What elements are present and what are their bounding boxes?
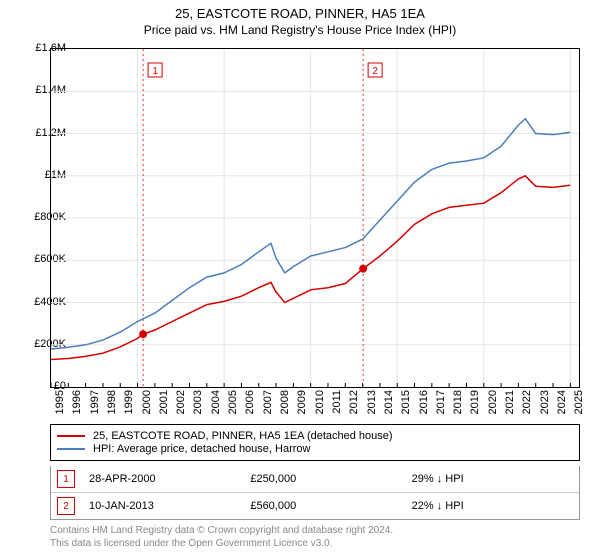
- legend-item-property: 25, EASTCOTE ROAD, PINNER, HA5 1EA (deta…: [57, 430, 573, 442]
- page-subtitle: Price paid vs. HM Land Registry's House …: [0, 23, 600, 37]
- x-axis-tick: 2023: [539, 390, 551, 414]
- x-axis-tick: 1995: [54, 390, 66, 414]
- table-row: 1 28-APR-2000 £250,000 29% ↓ HPI: [51, 466, 579, 492]
- chart-svg: 12: [51, 49, 579, 387]
- sale-date: 28-APR-2000: [89, 473, 250, 485]
- legend: 25, EASTCOTE ROAD, PINNER, HA5 1EA (deta…: [50, 424, 580, 461]
- x-axis-tick: 2022: [521, 390, 533, 414]
- x-axis-tick: 2003: [192, 390, 204, 414]
- sale-delta: 29% ↓ HPI: [412, 473, 573, 485]
- sale-marker-1: 1: [57, 470, 75, 488]
- page-title: 25, EASTCOTE ROAD, PINNER, HA5 1EA: [0, 6, 600, 21]
- legend-item-hpi: HPI: Average price, detached house, Harr…: [57, 443, 573, 455]
- x-axis-tick: 2000: [141, 390, 153, 414]
- x-axis-tick: 1997: [89, 390, 101, 414]
- x-axis-tick: 2013: [366, 390, 378, 414]
- x-axis-tick: 2005: [227, 390, 239, 414]
- x-axis-tick: 2004: [210, 390, 222, 414]
- legend-swatch: [57, 448, 85, 450]
- x-axis-tick: 2012: [348, 390, 360, 414]
- x-axis-tick: 2021: [504, 390, 516, 414]
- table-row: 2 10-JAN-2013 £560,000 22% ↓ HPI: [51, 492, 579, 519]
- legend-label: HPI: Average price, detached house, Harr…: [93, 443, 310, 455]
- svg-text:2: 2: [372, 66, 378, 77]
- legend-label: 25, EASTCOTE ROAD, PINNER, HA5 1EA (deta…: [93, 430, 393, 442]
- sale-date: 10-JAN-2013: [89, 500, 250, 512]
- attribution-line: This data is licensed under the Open Gov…: [50, 537, 580, 550]
- attribution: Contains HM Land Registry data © Crown c…: [50, 524, 580, 550]
- x-axis-tick: 2010: [314, 390, 326, 414]
- sale-delta: 22% ↓ HPI: [412, 500, 573, 512]
- x-axis-tick: 2014: [383, 390, 395, 414]
- x-axis-tick: 1998: [106, 390, 118, 414]
- x-axis-tick: 2020: [487, 390, 499, 414]
- x-axis-tick: 2025: [573, 390, 585, 414]
- legend-swatch: [57, 435, 85, 437]
- x-axis-tick: 2019: [469, 390, 481, 414]
- x-axis-tick: 2008: [279, 390, 291, 414]
- svg-text:1: 1: [152, 66, 158, 77]
- sale-price: £250,000: [250, 473, 411, 485]
- x-axis-tick: 2018: [452, 390, 464, 414]
- x-axis-tick: 2017: [435, 390, 447, 414]
- sales-table: 1 28-APR-2000 £250,000 29% ↓ HPI 2 10-JA…: [50, 466, 580, 520]
- x-axis-tick: 2016: [418, 390, 430, 414]
- x-axis-tick: 2024: [556, 390, 568, 414]
- attribution-line: Contains HM Land Registry data © Crown c…: [50, 524, 580, 537]
- x-axis-tick: 2009: [296, 390, 308, 414]
- x-axis-tick: 1996: [71, 390, 83, 414]
- x-axis-tick: 2006: [244, 390, 256, 414]
- x-axis-tick: 2015: [400, 390, 412, 414]
- x-axis-tick: 1999: [123, 390, 135, 414]
- x-axis-tick: 2007: [262, 390, 274, 414]
- x-axis-tick: 2002: [175, 390, 187, 414]
- sale-price: £560,000: [250, 500, 411, 512]
- price-chart: 12: [50, 48, 580, 388]
- x-axis-tick: 2011: [331, 390, 343, 414]
- sale-marker-2: 2: [57, 497, 75, 515]
- x-axis-tick: 2001: [158, 390, 170, 414]
